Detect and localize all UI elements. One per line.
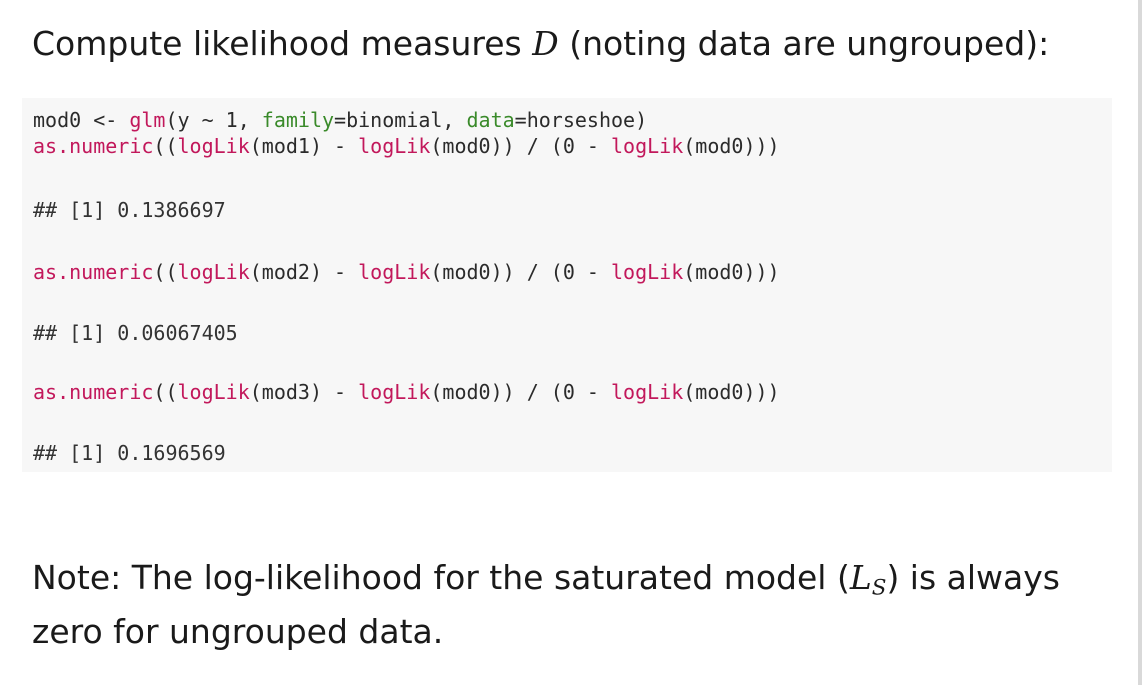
code-token: (( (153, 134, 178, 158)
code-argument: data (466, 108, 515, 132)
right-edge-border (1138, 0, 1142, 685)
code-token: (mod0))) (683, 134, 780, 158)
code-token: =binomial, (334, 108, 467, 132)
heading-text-end: (noting data are ungrouped): (558, 24, 1050, 63)
code-token: (mod3) - (249, 380, 359, 404)
code-token: (mod0)) / (0 - (430, 134, 612, 158)
code-output-1: ## [1] 0.1386697 (33, 198, 226, 222)
code-token: (mod0)) / (0 - (430, 260, 612, 284)
code-token: (( (153, 380, 178, 404)
code-function: logLik (177, 380, 250, 404)
code-token: (mod0)) / (0 - (430, 380, 612, 404)
code-output-2: ## [1] 0.06067405 (33, 321, 238, 345)
code-line-ratio-mod2: as.numeric((logLik(mod2) - logLik(mod0))… (33, 259, 780, 285)
code-token: (y ~ 1, (165, 108, 262, 132)
heading-math-symbol: D (532, 24, 559, 63)
code-line-mod0: mod0 <- glm(y ~ 1, family=binomial, data… (33, 107, 647, 133)
code-function: logLik (358, 260, 431, 284)
code-token: (mod1) - (249, 134, 359, 158)
code-function: logLik (358, 380, 431, 404)
code-token: (mod0))) (683, 260, 780, 284)
code-function: as.numeric (33, 134, 154, 158)
code-function: logLik (358, 134, 431, 158)
code-function: logLik (177, 260, 250, 284)
note-math-L: L (849, 558, 872, 597)
note-math-subscript: S (871, 575, 887, 601)
code-line-ratio-mod1: as.numeric((logLik(mod1) - logLik(mod0))… (33, 133, 780, 159)
note-math-symbol: LS (849, 558, 887, 601)
section-heading: Compute likelihood measures D (noting da… (32, 22, 1049, 66)
code-function: as.numeric (33, 380, 154, 404)
code-function: logLik (611, 380, 684, 404)
code-token: =horseshoe) (514, 108, 648, 132)
code-function: glm (129, 108, 166, 132)
code-token: mod0 <- (33, 108, 130, 132)
code-function: logLik (611, 260, 684, 284)
code-token: (mod2) - (249, 260, 359, 284)
code-line-ratio-mod3: as.numeric((logLik(mod3) - logLik(mod0))… (33, 379, 780, 405)
code-function: logLik (177, 134, 250, 158)
note-text-start: Note: The log-likelihood for the saturat… (32, 558, 850, 597)
code-block: mod0 <- glm(y ~ 1, family=binomial, data… (22, 98, 1112, 472)
note-paragraph: Note: The log-likelihood for the saturat… (32, 556, 1102, 654)
code-function: as.numeric (33, 260, 154, 284)
note-text-end: ) is always zero for ungrouped data. (32, 558, 1060, 652)
code-function: logLik (611, 134, 684, 158)
heading-text-start: Compute likelihood measures (32, 24, 533, 63)
code-argument: family (261, 108, 335, 132)
code-output-3: ## [1] 0.1696569 (33, 441, 226, 465)
code-token: (( (153, 260, 178, 284)
code-token: (mod0))) (683, 380, 780, 404)
